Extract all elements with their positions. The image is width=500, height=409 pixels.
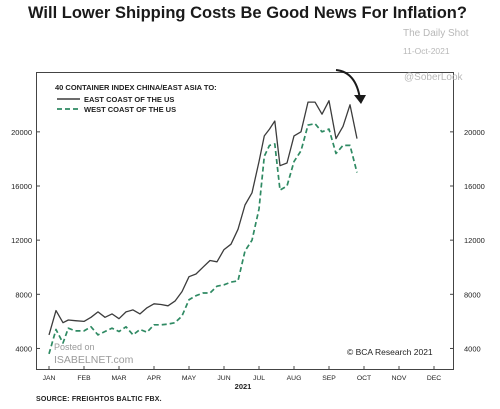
y-tick-label-right: 4000: [464, 344, 481, 353]
y-tick-label-right: 12000: [464, 236, 485, 245]
x-tick-label: DEC: [427, 375, 441, 382]
watermark-date: 11-Oct-2021: [403, 46, 450, 56]
y-tick-label-left: 16000: [11, 182, 32, 191]
series-lines: [48, 100, 358, 355]
axis-ticks: 4000 4000 8000 8000 12000 12000 16000 16000 2000…: [11, 128, 485, 382]
y-tick-label-right: 20000: [464, 128, 485, 137]
legend-label-west: WEST COAST OF THE US: [84, 105, 176, 114]
posted-site-text: ISABELNET.com: [54, 354, 134, 366]
y-tick-label-left: 12000: [11, 236, 32, 245]
x-tick-label: AUG: [287, 375, 302, 382]
x-axis-year-label: 2021: [235, 382, 252, 391]
down-arrow-annotation: [335, 69, 361, 100]
y-tick-label-left: 20000: [11, 128, 32, 137]
x-tick-label: APR: [147, 375, 161, 382]
series-west-coast-line: [48, 122, 358, 355]
x-tick-label: JUL: [253, 375, 265, 382]
y-tick-label-right: 8000: [464, 290, 481, 299]
chart-title: Will Lower Shipping Costs Be Good News F…: [28, 4, 467, 22]
x-tick-label: NOV: [392, 375, 407, 382]
plot-frame: [36, 72, 454, 370]
y-tick-label-right: 16000: [464, 182, 485, 191]
x-tick-label: FEB: [77, 375, 91, 382]
watermark-source: The Daily Shot: [403, 28, 469, 39]
y-tick-label-left: 4000: [15, 344, 32, 353]
y-tick-label-left: 8000: [15, 290, 32, 299]
legend: 40 CONTAINER INDEX CHINA/EAST ASIA TO: E…: [55, 83, 217, 114]
x-tick-label: MAY: [182, 375, 197, 382]
x-tick-label: JUN: [217, 375, 230, 382]
x-tick-label: MAR: [111, 375, 126, 382]
posted-on-text: Posted on: [54, 342, 95, 352]
legend-title: 40 CONTAINER INDEX CHINA/EAST ASIA TO:: [55, 83, 217, 92]
down-arrow-head: [354, 95, 366, 104]
watermark-handle: @SoberLook: [404, 72, 464, 83]
legend-label-east: EAST COAST OF THE US: [84, 95, 174, 104]
x-tick-label: SEP: [322, 375, 336, 382]
x-tick-label: OCT: [357, 375, 371, 382]
copyright-text: © BCA Research 2021: [347, 347, 433, 357]
x-tick-label: JAN: [43, 375, 56, 382]
source-note: SOURCE: FREIGHTOS BALTIC FBX.: [36, 396, 162, 403]
series-east-coast-line: [48, 100, 358, 336]
